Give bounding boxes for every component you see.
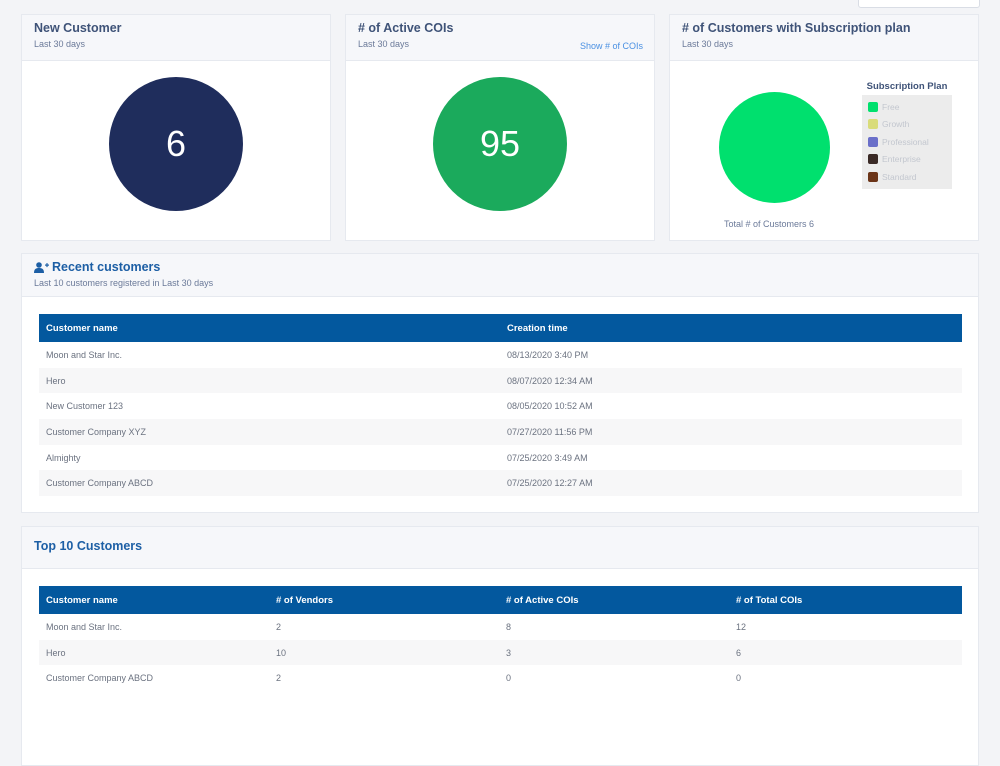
column-header-creation-time[interactable]: Creation time: [500, 314, 962, 342]
legend-label: Standard: [882, 171, 917, 182]
table-row[interactable]: Moon and Star Inc. 2 8 12: [39, 614, 962, 640]
card-header: Top 10 Customers: [22, 527, 978, 569]
active-cois-count-circle: 95: [433, 77, 567, 211]
card-title: # of Customers with Subscription plan: [682, 21, 911, 35]
table-row[interactable]: Almighty 07/25/2020 3:49 AM: [39, 444, 962, 471]
card-title: Top 10 Customers: [34, 539, 143, 553]
top-right-dropdown[interactable]: [858, 0, 980, 8]
table-header-row: Customer name # of Vendors # of Active C…: [39, 586, 962, 614]
card-header: # of Active COIs Last 30 days Show # of …: [346, 15, 654, 61]
legend-swatch: [868, 119, 878, 130]
creation-time-cell: 08/05/2020 10:52 AM: [500, 393, 962, 420]
legend-item-professional[interactable]: Professional: [868, 133, 946, 151]
active-cois-cell: 3: [499, 639, 729, 666]
legend-label: Free: [882, 101, 900, 112]
creation-time-cell: 07/25/2020 12:27 AM: [500, 470, 962, 497]
legend-swatch: [868, 136, 878, 147]
subscription-legend: Subscription Plan Free Growth Profession…: [862, 81, 952, 189]
legend-label: Professional: [882, 136, 929, 147]
customer-name-cell: New Customer 123: [39, 393, 500, 420]
total-customers-label: Total # of Customers 6: [724, 219, 815, 229]
table-row[interactable]: Customer Company ABCD 2 0 0: [39, 665, 962, 692]
subscription-chart-area: Subscription Plan Free Growth Profession…: [670, 61, 978, 240]
creation-time-cell: 07/27/2020 11:56 PM: [500, 419, 962, 445]
legend-item-growth[interactable]: Growth: [868, 116, 946, 134]
new-customer-card: New Customer Last 30 days 6: [21, 14, 331, 241]
new-customer-count: 6: [165, 123, 187, 164]
card-header: # of Customers with Subscription plan La…: [670, 15, 978, 61]
recent-customers-table: Customer name Creation time Moon and Sta…: [39, 314, 962, 497]
user-plus-icon: [34, 262, 49, 276]
active-cois-count: 95: [479, 123, 521, 164]
total-cois-cell: 12: [729, 614, 962, 640]
total-cois-cell: 6: [729, 639, 962, 666]
card-subtitle: Last 30 days: [358, 39, 410, 49]
subscription-pie[interactable]: [719, 92, 830, 203]
customer-name-cell: Moon and Star Inc.: [39, 614, 269, 640]
customer-name-cell: Moon and Star Inc.: [39, 342, 500, 368]
customer-name-cell: Hero: [39, 367, 500, 394]
column-header-customer-name[interactable]: Customer name: [39, 586, 269, 614]
new-customer-count-circle: 6: [109, 77, 243, 211]
table-row[interactable]: Moon and Star Inc. 08/13/2020 3:40 PM: [39, 342, 962, 368]
show-cois-link[interactable]: Show # of COIs: [579, 41, 643, 51]
top-customers-card: Top 10 Customers Customer name # of Vend…: [21, 526, 979, 766]
table-row[interactable]: New Customer 123 08/05/2020 10:52 AM: [39, 393, 962, 420]
vendors-cell: 2: [269, 614, 499, 640]
table-row[interactable]: Hero 08/07/2020 12:34 AM: [39, 367, 962, 394]
recent-customers-card: Recent customers Last 10 customers regis…: [21, 253, 979, 513]
creation-time-cell: 08/07/2020 12:34 AM: [500, 367, 962, 394]
creation-time-cell: 08/13/2020 3:40 PM: [500, 342, 962, 368]
table-row[interactable]: Customer Company ABCD 07/25/2020 12:27 A…: [39, 470, 962, 497]
card-header: New Customer Last 30 days: [22, 15, 330, 61]
legend-label: Growth: [882, 119, 910, 130]
customer-name-cell: Hero: [39, 639, 269, 666]
column-header-customer-name[interactable]: Customer name: [39, 314, 500, 342]
vendors-cell: 2: [269, 665, 499, 692]
legend-title: Subscription Plan: [866, 81, 948, 92]
card-title: Recent customers: [52, 260, 161, 274]
legend-item-free[interactable]: Free: [868, 98, 946, 116]
card-subtitle: Last 10 customers registered in Last 30 …: [34, 278, 214, 288]
column-header-active-cois[interactable]: # of Active COIs: [499, 586, 729, 614]
customer-name-cell: Customer Company XYZ: [39, 419, 500, 445]
legend-box: Free Growth Professional Enterprise Stan…: [862, 95, 952, 189]
customer-name-cell: Customer Company ABCD: [39, 665, 269, 692]
legend-swatch: [868, 154, 878, 165]
legend-swatch: [868, 101, 878, 112]
top-customers-table: Customer name # of Vendors # of Active C…: [39, 586, 962, 692]
legend-item-enterprise[interactable]: Enterprise: [868, 151, 946, 169]
card-title-row: Recent customers: [34, 260, 966, 276]
card-subtitle: Last 30 days: [34, 39, 86, 49]
customer-name-cell: Almighty: [39, 444, 500, 471]
table-row[interactable]: Hero 10 3 6: [39, 639, 962, 666]
card-title: New Customer: [34, 21, 122, 35]
customer-name-cell: Customer Company ABCD: [39, 470, 500, 497]
table-row[interactable]: Customer Company XYZ 07/27/2020 11:56 PM: [39, 419, 962, 445]
legend-label: Enterprise: [882, 154, 921, 165]
legend-item-standard[interactable]: Standard: [868, 168, 946, 186]
column-header-vendors[interactable]: # of Vendors: [269, 586, 499, 614]
creation-time-cell: 07/25/2020 3:49 AM: [500, 444, 962, 471]
card-header: Recent customers Last 10 customers regis…: [22, 254, 978, 297]
table-header-row: Customer name Creation time: [39, 314, 962, 342]
column-header-total-cois[interactable]: # of Total COIs: [729, 586, 962, 614]
legend-swatch: [868, 171, 878, 182]
subscription-card: # of Customers with Subscription plan La…: [669, 14, 979, 241]
active-cois-cell: 0: [499, 665, 729, 692]
card-subtitle: Last 30 days: [682, 39, 734, 49]
active-cois-card: # of Active COIs Last 30 days Show # of …: [345, 14, 655, 241]
active-cois-cell: 8: [499, 614, 729, 640]
total-cois-cell: 0: [729, 665, 962, 692]
card-title: # of Active COIs: [358, 21, 454, 35]
vendors-cell: 10: [269, 639, 499, 666]
